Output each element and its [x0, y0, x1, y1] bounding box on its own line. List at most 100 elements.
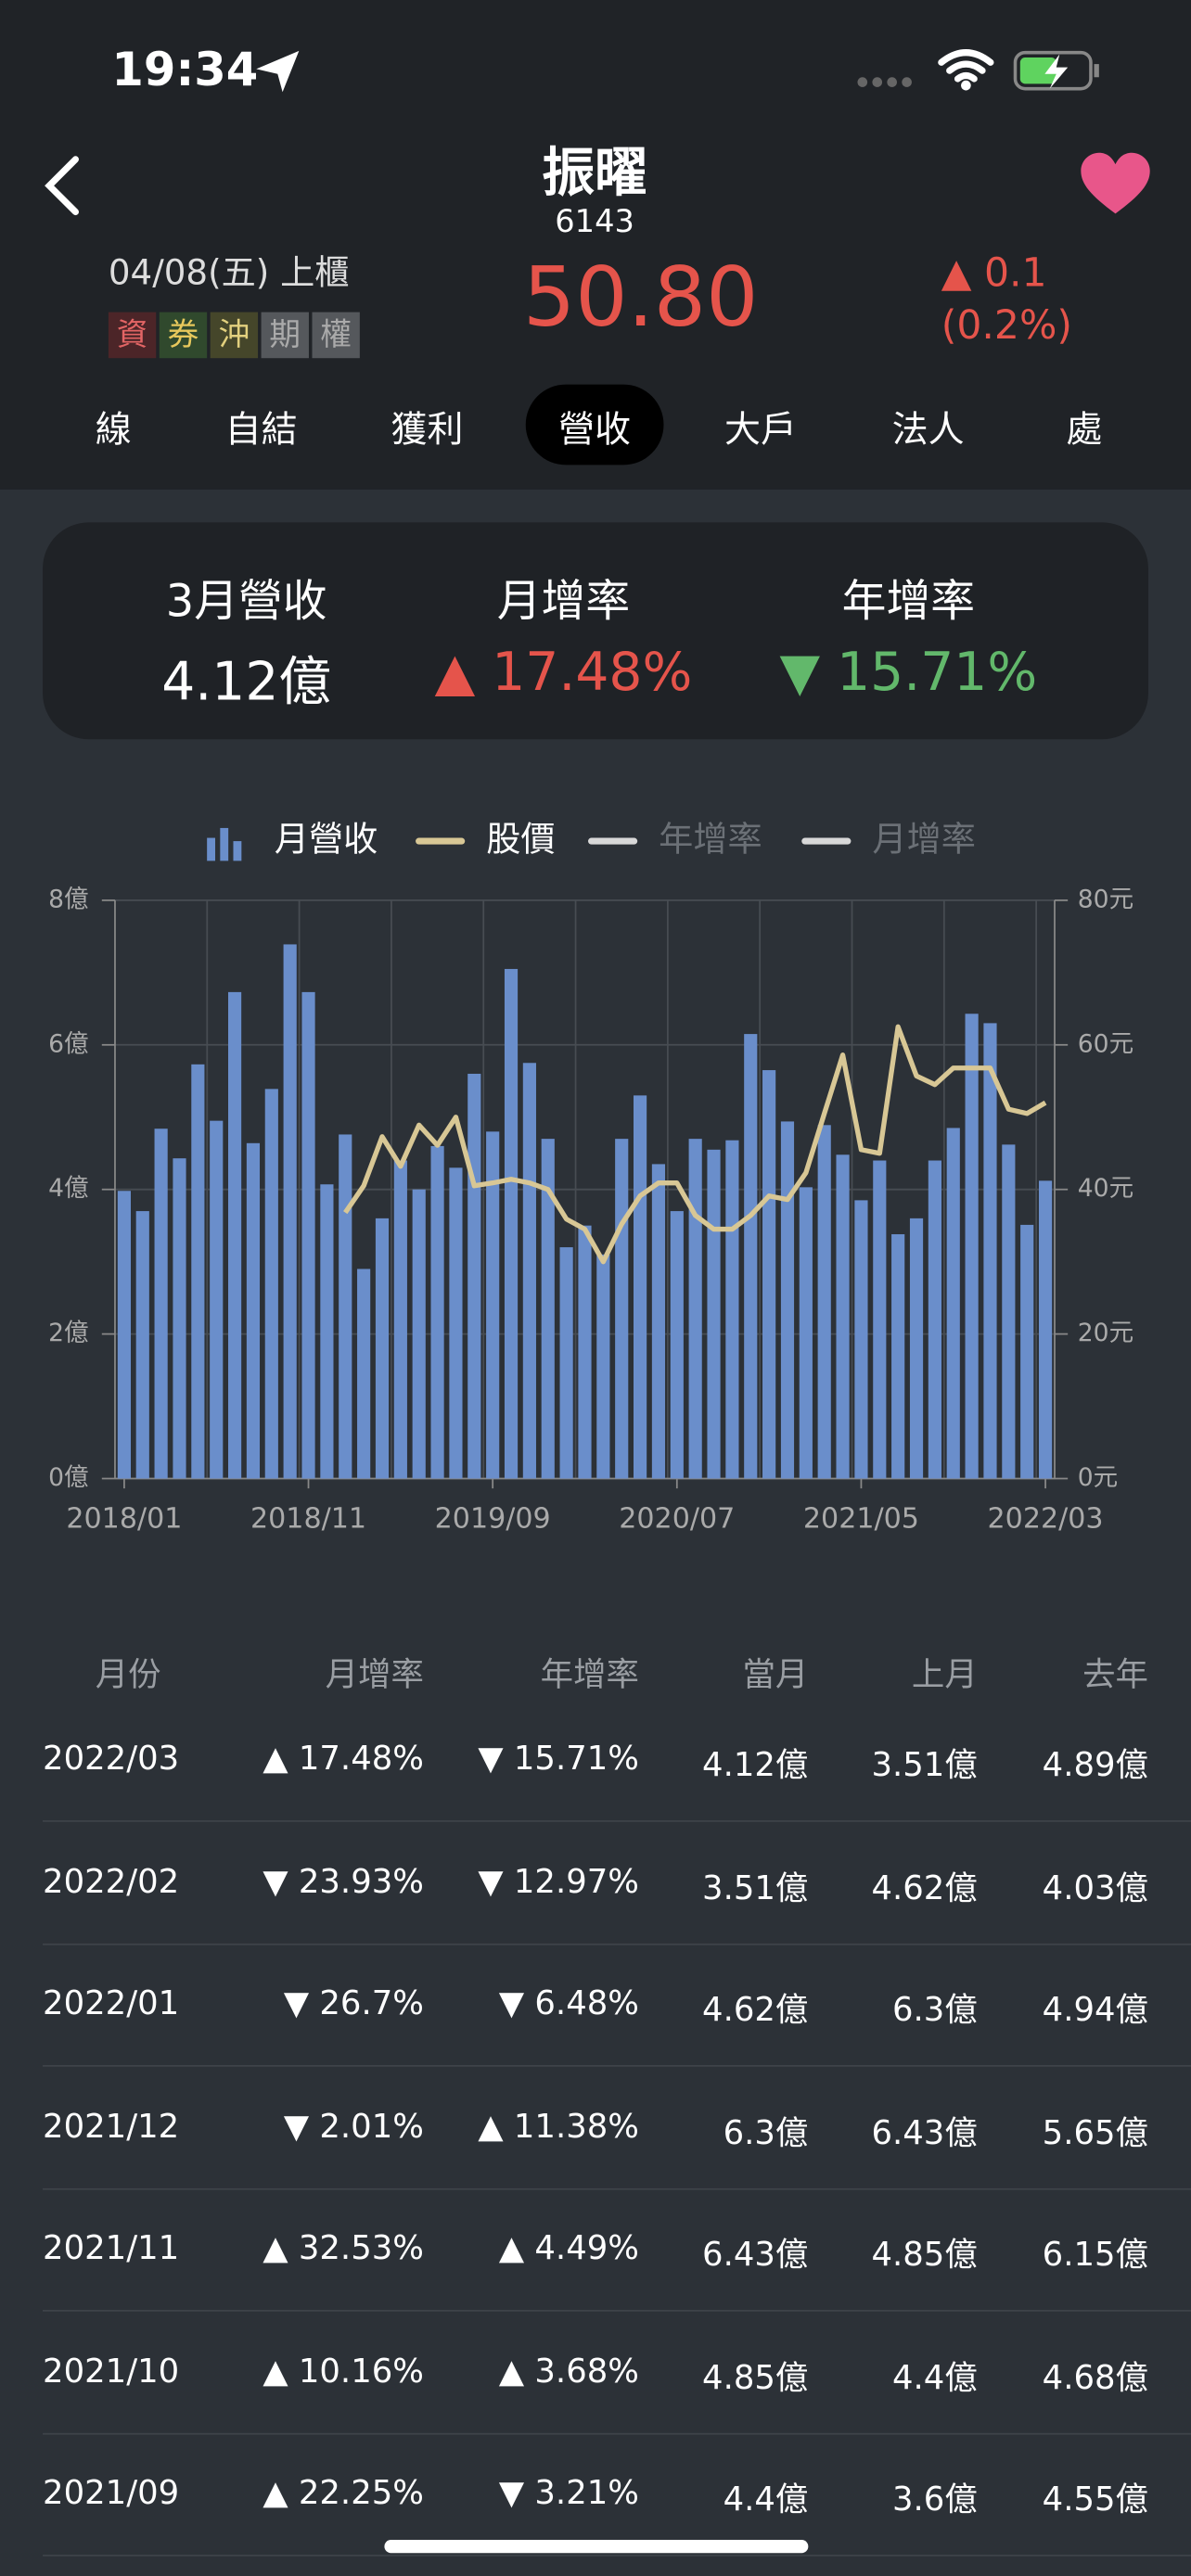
table-cell: 2021/12 — [43, 2105, 180, 2145]
tag: 沖 — [210, 312, 259, 359]
table-cell: ▲ 17.48% — [263, 1738, 424, 1778]
legend-icon — [207, 837, 216, 861]
tag: 權 — [312, 312, 360, 359]
x-tick-label: 2022/03 — [988, 1502, 1104, 1535]
back-button[interactable] — [36, 151, 92, 220]
bar — [744, 1034, 758, 1479]
y2-tick-label: 80元 — [1078, 885, 1133, 913]
table-cell: 4.03億 — [1042, 1867, 1148, 1907]
bar — [264, 1089, 278, 1479]
bar — [909, 1218, 924, 1479]
y-tick-label: 8億 — [48, 885, 88, 913]
table-cell: 4.55億 — [1042, 2479, 1148, 2519]
x-tick-label: 2018/01 — [66, 1502, 182, 1535]
row-separator — [43, 2431, 1191, 2434]
bar — [633, 1095, 647, 1479]
bar — [891, 1234, 905, 1479]
tab[interactable]: 處 — [1066, 410, 1103, 453]
y2-tick-label: 40元 — [1078, 1174, 1133, 1203]
bar — [578, 1225, 592, 1479]
table-cell: 6.43億 — [702, 2234, 809, 2275]
table-cell: ▼ 23.93% — [263, 1860, 424, 1900]
bar — [541, 1139, 555, 1479]
bar — [283, 944, 297, 1479]
trade-date: 04/08(五) 上櫃 — [108, 252, 350, 293]
table-cell: 4.4億 — [892, 2356, 978, 2396]
row-separator — [43, 1943, 1191, 1945]
tag: 資 — [108, 312, 157, 359]
bar — [983, 1023, 997, 1479]
table-cell: 4.12億 — [702, 1744, 809, 1785]
column-header: 月份 — [95, 1654, 161, 1694]
tab[interactable]: 獲利 — [391, 410, 464, 453]
y2-tick-label: 0元 — [1078, 1463, 1118, 1492]
table-cell: 3.51億 — [702, 1867, 809, 1907]
legend-icon — [233, 841, 242, 861]
row-separator — [43, 1820, 1191, 1822]
chart: 0億 2億 4億 6億 8億 0元 20元 40元 60元 80元 2018/01 2018/11 20… — [48, 819, 1133, 1536]
tag: 券 — [159, 312, 208, 359]
bar — [762, 1070, 776, 1479]
table-cell: 6.3億 — [723, 2111, 809, 2152]
summary-value: ▼ 15.71% — [779, 640, 1038, 704]
table-cell: 4.85億 — [702, 2356, 809, 2396]
column-header: 月增率 — [325, 1654, 424, 1694]
bar — [836, 1154, 850, 1479]
table-cell: ▲ 10.16% — [263, 2350, 424, 2390]
price-change-pct: (0.2%) — [941, 301, 1072, 349]
table-cell: 5.65億 — [1042, 2111, 1148, 2152]
legend-label: 月增率 — [872, 819, 976, 860]
favorite-button[interactable] — [1078, 151, 1153, 217]
bar — [873, 1160, 887, 1479]
bar — [393, 1160, 407, 1479]
bar — [375, 1218, 390, 1479]
table-cell: ▲ 32.53% — [263, 2227, 424, 2267]
y-tick-label: 4億 — [48, 1174, 88, 1203]
table-cell: 4.62億 — [702, 1989, 809, 2030]
table-cell: ▼ 2.01% — [283, 2105, 424, 2145]
table-cell: 4.94億 — [1042, 1989, 1148, 2030]
bar — [1020, 1224, 1034, 1479]
bar — [688, 1139, 702, 1479]
active-tab-pill — [525, 384, 664, 465]
legend-label: 股價 — [486, 819, 555, 860]
x-tick-label: 2020/07 — [619, 1502, 735, 1535]
table-cell: ▼ 15.71% — [478, 1738, 639, 1778]
bar — [596, 1254, 610, 1479]
y2-tick-label: 20元 — [1078, 1319, 1133, 1347]
bar — [412, 1189, 426, 1479]
bar — [301, 991, 315, 1479]
column-header: 去年 — [1082, 1654, 1148, 1694]
table-cell: 2022/01 — [43, 1983, 180, 2022]
table-cell: 4.4億 — [723, 2479, 809, 2519]
bar — [135, 1211, 149, 1479]
tab[interactable]: 法人 — [891, 410, 965, 453]
tab[interactable]: 線 — [95, 410, 132, 453]
summary-label: 年增率 — [841, 576, 976, 628]
home-indicator — [384, 2540, 809, 2554]
table-cell: 3.51億 — [871, 1744, 978, 1785]
column-header: 上月 — [911, 1654, 978, 1694]
table-cell: 2021/09 — [43, 2472, 180, 2512]
table-cell: ▲ 11.38% — [478, 2105, 639, 2145]
summary-value: ▲ 17.48% — [434, 640, 693, 704]
tab[interactable]: 大戶 — [724, 410, 797, 453]
bar — [725, 1140, 739, 1479]
table-cell: ▼ 6.48% — [498, 1983, 639, 2022]
table-cell: ▲ 22.25% — [263, 2472, 424, 2512]
y-tick-label: 0億 — [48, 1463, 88, 1492]
bar — [559, 1247, 573, 1479]
bar — [117, 1191, 131, 1479]
row-separator — [43, 2309, 1191, 2312]
bar — [449, 1167, 463, 1479]
price-line — [343, 1024, 1047, 1265]
table-cell: 6.15億 — [1042, 2234, 1148, 2275]
x-tick-label: 2018/11 — [250, 1502, 366, 1535]
bar — [210, 1120, 224, 1479]
bar — [504, 968, 519, 1479]
tab[interactable]: 自結 — [224, 410, 298, 453]
table-cell: 6.3億 — [892, 1989, 978, 2030]
row-separator — [43, 2065, 1191, 2067]
bar — [651, 1164, 666, 1479]
tab[interactable]: 營收 — [558, 410, 632, 453]
